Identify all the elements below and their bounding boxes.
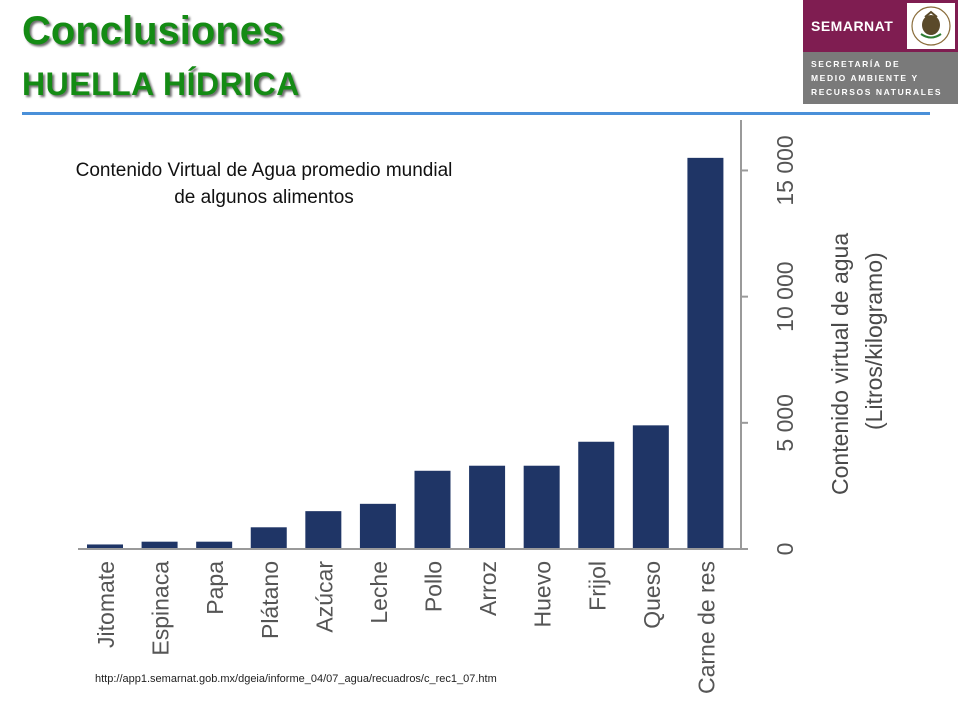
bar-7	[414, 470, 451, 549]
bar-12	[687, 157, 724, 549]
bar-4	[250, 527, 287, 549]
title-divider	[22, 112, 930, 115]
y-axis-label-1: Contenido virtual de agua	[827, 233, 853, 495]
x-tick-label-7: Pollo	[421, 561, 447, 612]
bar-8	[469, 465, 506, 549]
slide-title: Conclusiones	[22, 9, 285, 53]
logo-brand-band: SEMARNAT	[803, 0, 958, 52]
semarnat-logo: SEMARNAT SECRETARÍA DE MEDIO AMBIENTE Y …	[803, 0, 958, 104]
bar-5	[305, 511, 342, 549]
x-tick-label-3: Papa	[202, 561, 228, 615]
bar-11	[632, 425, 669, 549]
slide-subtitle: HUELLA HÍDRICA	[22, 66, 300, 102]
bar-10	[578, 441, 615, 549]
bar-group	[87, 157, 724, 549]
bar-3	[196, 541, 233, 549]
y-axis-label-2: (Litros/kilogramo)	[861, 252, 887, 430]
x-tick-label-8: Arroz	[475, 561, 501, 616]
x-tick-label-2: Espinaca	[148, 561, 174, 656]
x-label-group: Jitomate Espinaca Papa Plátano Azúcar Leche Po…	[93, 561, 719, 694]
source-link[interactable]: http://app1.semarnat.gob.mx/dgeia/inform…	[95, 673, 497, 685]
bar-1	[87, 544, 123, 549]
y-tick-group: 0 5 000 10 000 15 000	[741, 135, 798, 555]
x-tick-label-9: Huevo	[530, 561, 556, 627]
bar-2	[141, 541, 178, 549]
logo-wordmark: SEMARNAT	[811, 18, 894, 34]
x-tick-label-1: Jitomate	[93, 561, 119, 648]
chart-title: Contenido Virtual de Agua promedio mundi…	[75, 160, 453, 208]
logo-line-3: RECURSOS NATURALES	[811, 87, 943, 97]
bar-6	[359, 503, 396, 549]
x-tick-label-4: Plátano	[257, 561, 283, 639]
y-tick-label-3: 10 000	[772, 261, 798, 331]
bar-9	[523, 465, 560, 549]
mexican-eagle-seal-icon	[907, 3, 955, 49]
logo-line-2: MEDIO AMBIENTE Y	[811, 73, 919, 83]
y-tick-label-1: 0	[772, 543, 798, 556]
y-tick-label-4: 15 000	[772, 135, 798, 205]
x-tick-label-6: Leche	[366, 561, 392, 624]
x-tick-label-12: Carne de res	[693, 561, 719, 694]
x-tick-label-10: Frijol	[584, 561, 610, 611]
x-tick-label-5: Azúcar	[311, 561, 337, 633]
y-tick-label-2: 5 000	[772, 394, 798, 452]
x-tick-label-11: Queso	[639, 561, 665, 629]
logo-line-1: SECRETARÍA DE	[811, 59, 901, 69]
logo-ministry-band: SECRETARÍA DE MEDIO AMBIENTE Y RECURSOS …	[803, 52, 958, 104]
